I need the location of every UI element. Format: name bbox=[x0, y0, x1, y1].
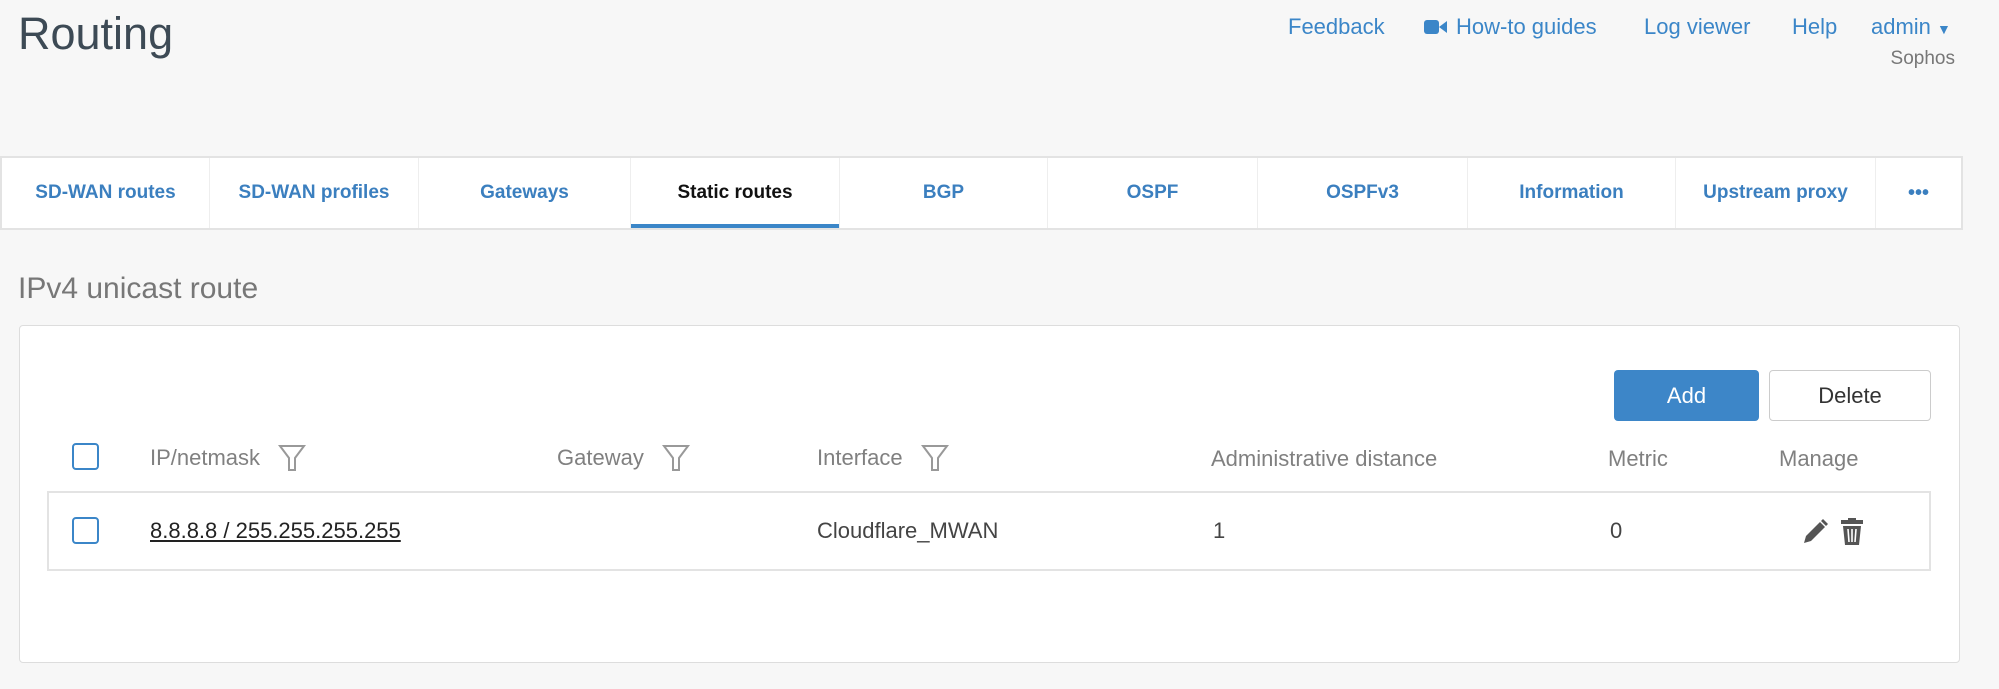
howto-link[interactable]: How-to guides bbox=[1424, 14, 1597, 40]
col-ip-netmask: IP/netmask bbox=[150, 443, 307, 473]
interface-cell: Cloudflare_MWAN bbox=[817, 518, 999, 543]
tab-bgp[interactable]: BGP bbox=[840, 158, 1048, 228]
tab-sdwan-routes[interactable]: SD-WAN routes bbox=[2, 158, 210, 228]
tab-ospfv3[interactable]: OSPFv3 bbox=[1258, 158, 1468, 228]
col-label: Interface bbox=[817, 445, 903, 470]
tab-bar: SD-WAN routes SD-WAN profiles Gateways S… bbox=[0, 156, 1963, 230]
metric-cell: 0 bbox=[1610, 518, 1623, 543]
table-row bbox=[47, 491, 1931, 571]
col-admin-distance: Administrative distance bbox=[1211, 446, 1438, 471]
row-checkbox[interactable] bbox=[72, 517, 99, 544]
tab-ospf[interactable]: OSPF bbox=[1048, 158, 1258, 228]
route-link[interactable]: 8.8.8.8 / 255.255.255.255 bbox=[150, 518, 401, 543]
tab-static-routes[interactable]: Static routes bbox=[631, 158, 840, 228]
col-manage: Manage bbox=[1779, 446, 1859, 471]
feedback-link[interactable]: Feedback bbox=[1288, 14, 1385, 39]
tab-gateways[interactable]: Gateways bbox=[419, 158, 631, 228]
tab-information[interactable]: Information bbox=[1468, 158, 1676, 228]
col-label: Gateway bbox=[557, 445, 644, 470]
add-button[interactable]: Add bbox=[1614, 370, 1759, 421]
more-tabs-icon[interactable]: ••• bbox=[1907, 181, 1929, 204]
video-camera-icon bbox=[1424, 20, 1447, 34]
filter-icon[interactable] bbox=[920, 443, 949, 473]
tab-sdwan-profiles[interactable]: SD-WAN profiles bbox=[210, 158, 419, 228]
col-metric: Metric bbox=[1608, 446, 1668, 471]
select-all-checkbox[interactable] bbox=[72, 443, 99, 470]
log-viewer-link[interactable]: Log viewer bbox=[1644, 14, 1751, 39]
trash-icon[interactable] bbox=[1840, 518, 1864, 546]
user-name: admin bbox=[1871, 14, 1931, 39]
col-label: IP/netmask bbox=[150, 445, 261, 470]
howto-label: How-to guides bbox=[1456, 14, 1597, 39]
delete-button[interactable]: Delete bbox=[1769, 370, 1931, 421]
col-interface: Interface bbox=[817, 443, 949, 473]
tab-upstream-proxy[interactable]: Upstream proxy bbox=[1676, 158, 1876, 228]
user-menu[interactable]: admin ▼ bbox=[1871, 14, 1951, 40]
filter-icon[interactable] bbox=[661, 443, 690, 473]
distance-cell: 1 bbox=[1213, 518, 1226, 543]
section-title: IPv4 unicast route bbox=[18, 272, 259, 305]
org-name: Sophos bbox=[1890, 48, 1955, 69]
edit-icon[interactable] bbox=[1801, 518, 1829, 546]
caret-down-icon: ▼ bbox=[1937, 21, 1951, 37]
help-link[interactable]: Help bbox=[1792, 14, 1838, 39]
page-title: Routing bbox=[18, 8, 174, 59]
col-gateway: Gateway bbox=[557, 443, 690, 473]
filter-icon[interactable] bbox=[278, 443, 307, 473]
